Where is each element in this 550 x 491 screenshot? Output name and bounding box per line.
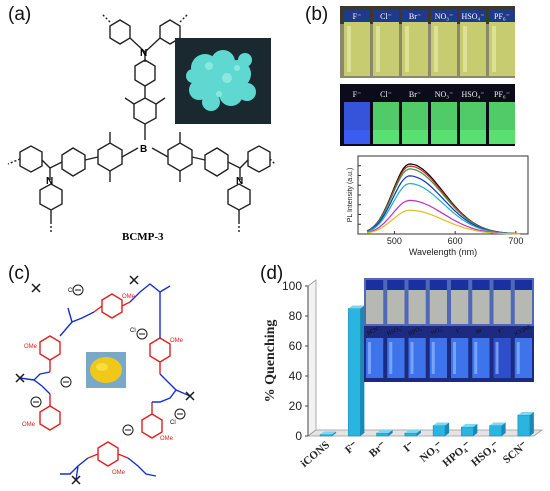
spectrum-xlabel: Wavelength (nm): [409, 247, 477, 257]
vials-uv-photo: F⁻ Cl⁻ Br⁻ NO₃⁻ HSO₄⁻ PF₆⁻: [340, 84, 515, 146]
bar: [489, 425, 502, 437]
bar: [319, 434, 333, 437]
cl-label-2: Cl: [130, 328, 136, 334]
ome-label-4: OMe: [112, 470, 126, 476]
vial-label-uv: NO₃⁻: [435, 90, 454, 99]
x-tick-label: Br⁻: [367, 439, 389, 460]
spectrum-curve: [366, 199, 521, 235]
cl-label-1: Cl: [68, 288, 74, 294]
vial-label-day: Br⁻: [409, 12, 421, 21]
vial-label-uv: Cl⁻: [380, 90, 392, 99]
polymer-macrocycle-structure: OMe OMe OMe OMe OMe OMe Cl Cl Cl: [15, 275, 195, 485]
bcmp3-structure: N B N N BCMP-3: [7, 13, 275, 243]
bar: [404, 432, 418, 437]
bar: [432, 425, 446, 437]
bar: [517, 414, 531, 437]
inset-vial-label: SCN⁻: [366, 325, 382, 337]
vial-cap: [489, 10, 515, 22]
ome-label-2: OMe: [170, 338, 184, 344]
vial-label-uv: Br⁻: [409, 90, 421, 99]
panel-label-c: (c): [8, 263, 31, 284]
inset-vial-label: F⁻: [497, 327, 505, 335]
y-tick-label: 40: [289, 369, 303, 383]
spectrum-xtick: 600: [448, 236, 463, 246]
spectrum-curve: [366, 209, 521, 235]
x-tick-label: F⁻: [343, 439, 360, 456]
spectrum-curve: [366, 168, 521, 235]
atom-b-center: B: [140, 144, 147, 155]
atom-n-right: N: [236, 176, 243, 187]
fluorescent-powder-photo: [175, 38, 271, 124]
vial-cap: [431, 10, 457, 22]
ome-label-5: OMe: [22, 422, 36, 428]
y-tick-label: 0: [295, 429, 302, 443]
x-tick-label: SCN⁻: [501, 439, 530, 466]
vial-cap: [373, 10, 399, 22]
compound-name: BCMP-3: [122, 231, 164, 243]
spectrum-curve: [366, 175, 521, 235]
y-axis-label: % Quenching: [263, 320, 278, 403]
vial-label-day: NO₃⁻: [435, 12, 454, 21]
ome-label-3: OMe: [160, 436, 174, 442]
spectrum-xtick: 700: [508, 236, 523, 246]
spectrum-xtick: 500: [387, 236, 402, 246]
cl-label-3: Cl: [170, 420, 176, 426]
y-tick-label: 20: [289, 399, 303, 413]
panel-label-b: (b): [305, 4, 329, 25]
vial-label-uv: PF₆⁻: [494, 90, 510, 99]
ome-label-1: OMe: [122, 294, 136, 300]
vial-cap: [402, 10, 428, 22]
vial-cap: [460, 10, 486, 22]
atom-n-left: N: [46, 176, 53, 187]
inset-vial-label: I⁻: [456, 327, 463, 335]
bar: [376, 432, 389, 437]
x-tick-label: HPO₄⁻: [440, 439, 473, 469]
pl-spectrum-chart: 500 600 700 Wavelength (nm) PL Intensity (a.…: [347, 155, 529, 257]
atom-n-top: N: [140, 48, 147, 59]
bar: [348, 308, 361, 437]
vial-label-day: PF₆⁻: [494, 12, 510, 21]
y-tick-label: 100: [282, 279, 302, 293]
x-tick-label: iCONS: [299, 439, 332, 470]
spectrum-ylabel: PL Intensity (a.u.): [347, 168, 354, 223]
panel-label-d: (d): [260, 263, 284, 284]
y-tick-label: 60: [289, 339, 303, 353]
vial-label-day: F⁻: [353, 12, 362, 21]
yellow-powder-photo: [86, 352, 126, 388]
vials-daylight-photo: F⁻ Cl⁻ Br⁻ NO₃⁻ HSO₄⁻ PF₆⁻: [340, 6, 515, 78]
x-tick-label: I⁻: [401, 439, 417, 455]
panel-label-a: (a): [8, 4, 32, 25]
spectrum-curve: [366, 182, 521, 235]
x-tick-label: HSO₄⁻: [469, 439, 502, 469]
quenching-bar-chart: 0 20 40 60 80 100 % Quenching iCONS F⁻ Br⁻ I⁻ NO₃⁻ H…: [263, 278, 544, 470]
bar: [461, 426, 474, 437]
inset-vial-label: Br⁻: [475, 326, 486, 335]
vial-cap: [344, 10, 370, 22]
vial-label-uv: F⁻: [353, 90, 362, 99]
y-tick-label: 80: [289, 309, 303, 323]
chart-floor: [306, 429, 544, 437]
vial-label-day: HSO₄⁻: [461, 12, 484, 21]
vial-label-day: Cl⁻: [380, 12, 392, 21]
ome-label-6: OMe: [24, 344, 38, 350]
vial-label-uv: HSO₄⁻: [461, 90, 484, 99]
inset-vial-label: NO₃⁻: [430, 325, 445, 336]
